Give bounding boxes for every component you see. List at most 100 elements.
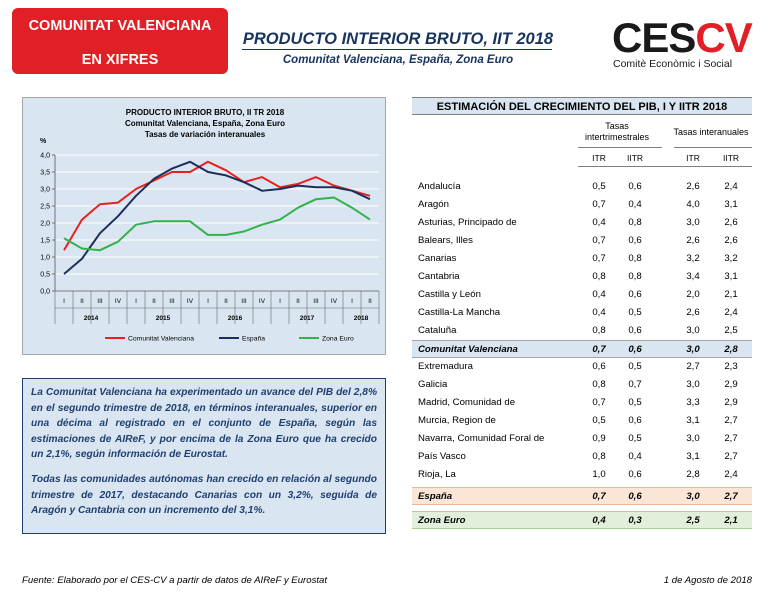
region-badge: COMUNITAT VALENCIANA EN XIFRES [12,8,228,74]
table-cell: 0,8 [592,379,606,390]
x-tick-label: IV [187,298,194,305]
year-label: 2015 [156,315,171,322]
table-cell: 2,9 [724,379,738,390]
table-cell: 0,9 [592,433,606,444]
table-cell: 2,3 [724,361,738,372]
table-cell: 0,7 [592,235,606,246]
logo-wordmark: CESCV [612,14,753,61]
growth-table: ESTIMACIÓN DEL CRECIMIENTO DEL PIB, I Y … [412,97,752,529]
table-cell: 0,8 [628,217,642,228]
table-row: España 0,7 0,6 3,0 2,7 [412,487,752,505]
table-cell: 0,7 [628,379,642,390]
table-cell: 0,6 [628,491,642,502]
table-row: Galicia 0,8 0,7 3,0 2,9 [412,376,752,394]
table-cell: 2,4 [724,469,738,480]
table-cell: 0,6 [628,235,642,246]
table-cell: 0,6 [628,344,642,355]
y-tick-label: 4,0 [40,153,50,160]
legend-label: Zona Euro [322,336,354,343]
table-cell: 2,5 [724,325,738,336]
legend-label: Comunitat Valenciana [128,336,194,343]
region-name: Asturias, Principado de [418,217,517,228]
legend-label: España [242,336,265,343]
table-row: Cataluña 0,8 0,6 3,0 2,5 [412,322,752,340]
table-cell: 3,0 [686,325,700,336]
table-cell: 3,0 [686,217,700,228]
table-cell: 0,8 [592,451,606,462]
gdp-chart-panel: PRODUCTO INTERIOR BRUTO, II TR 2018 Comun… [22,97,386,355]
region-name: Cataluña [418,325,457,336]
document-subtitle: Comunitat Valenciana, España, Zona Euro [282,54,514,66]
x-tick-label: II [296,298,300,305]
table-cell: 0,6 [628,415,642,426]
x-tick-label: I [279,298,281,305]
table-cell: 0,7 [592,344,606,355]
region-name: Murcia, Region de [418,415,496,426]
col-header-iitr-1: IITR [626,153,644,163]
table-cell: 2,6 [724,235,738,246]
x-tick-label: IV [259,298,266,305]
x-tick-label: I [351,298,353,305]
table-row: Comunitat Valenciana 0,7 0,6 3,0 2,8 [412,340,752,358]
col-header-iitr-2: IITR [722,153,740,163]
col-header-itr-1: ITR [592,153,606,163]
table-row: Andalucía 0,5 0,6 2,6 2,4 [412,178,752,196]
table-cell: 0,5 [628,433,642,444]
table-cell: 0,3 [628,515,642,526]
table-row: Navarra, Comunidad Foral de 0,9 0,5 3,0 2,7 [412,430,752,448]
region-name: Cantabria [418,271,460,282]
table-cell: 0,5 [592,415,606,426]
table-cell: 2,6 [686,181,700,192]
table-cell: 0,5 [628,397,642,408]
table-cell: 0,7 [592,491,606,502]
table-cell: 2,6 [686,235,700,246]
table-row: Aragón 0,7 0,4 4,0 3,1 [412,196,752,214]
table-cell: 2,4 [724,307,738,318]
commentary-box: La Comunitat Valenciana ha experimentado… [22,378,386,534]
x-tick-label: II [152,298,156,305]
table-cell: 0,4 [592,515,606,526]
table-cell: 0,8 [628,253,642,264]
table-cell: 0,4 [628,199,642,210]
col-header-rule [578,166,752,167]
table-cell: 3,0 [686,491,700,502]
group-rule-1 [578,147,662,148]
group-header-interanual: Tasas interanuales [673,127,749,137]
table-cell: 3,0 [686,433,700,444]
region-name: Zona Euro [418,515,466,526]
table-cell: 3,2 [686,253,700,264]
region-name: Aragón [418,199,449,210]
table-row: Rioja, La 1,0 0,6 2,8 2,4 [412,466,752,484]
x-tick-label: II [80,298,84,305]
x-tick-label: IV [331,298,338,305]
table-row: Murcia, Region de 0,5 0,6 3,1 2,7 [412,412,752,430]
table-cell: 0,4 [592,289,606,300]
table-cell: 0,6 [628,469,642,480]
chart-subtitle-2: Tasas de variación interanuales [145,130,266,139]
table-cell: 0,5 [628,307,642,318]
region-name: Castilla y León [418,289,481,300]
x-tick-label: III [241,298,247,305]
table-row: Balears, Illes 0,7 0,6 2,6 2,6 [412,232,752,250]
commentary-paragraph-2: Todas las comunidades autónomas han crec… [31,473,377,517]
x-tick-label: IV [115,298,122,305]
x-tick-label: II [368,298,372,305]
table-cell: 0,6 [592,361,606,372]
x-tick-label: II [224,298,228,305]
table-row: País Vasco 0,8 0,4 3,1 2,7 [412,448,752,466]
logo-caption: Comitè Econòmic i Social [613,58,732,70]
table-cell: 3,2 [724,253,738,264]
chart-title: PRODUCTO INTERIOR BRUTO, II TR 2018 [126,108,285,117]
region-name: Andalucía [418,181,461,192]
table-cell: 1,0 [592,469,606,480]
table-cell: 3,3 [686,397,700,408]
table-row: Zona Euro 0,4 0,3 2,5 2,1 [412,511,752,529]
region-name: Canarias [418,253,457,264]
region-name: Comunitat Valenciana [418,344,518,355]
year-label: 2018 [354,315,369,322]
region-name: Extremadura [418,361,473,372]
table-cell: 2,0 [686,289,700,300]
table-cell: 2,6 [724,217,738,228]
cescv-logo: CESCV Comitè Econòmic i Social [612,14,754,70]
chart-subtitle: Comunitat Valenciana, España, Zona Euro [125,119,285,128]
